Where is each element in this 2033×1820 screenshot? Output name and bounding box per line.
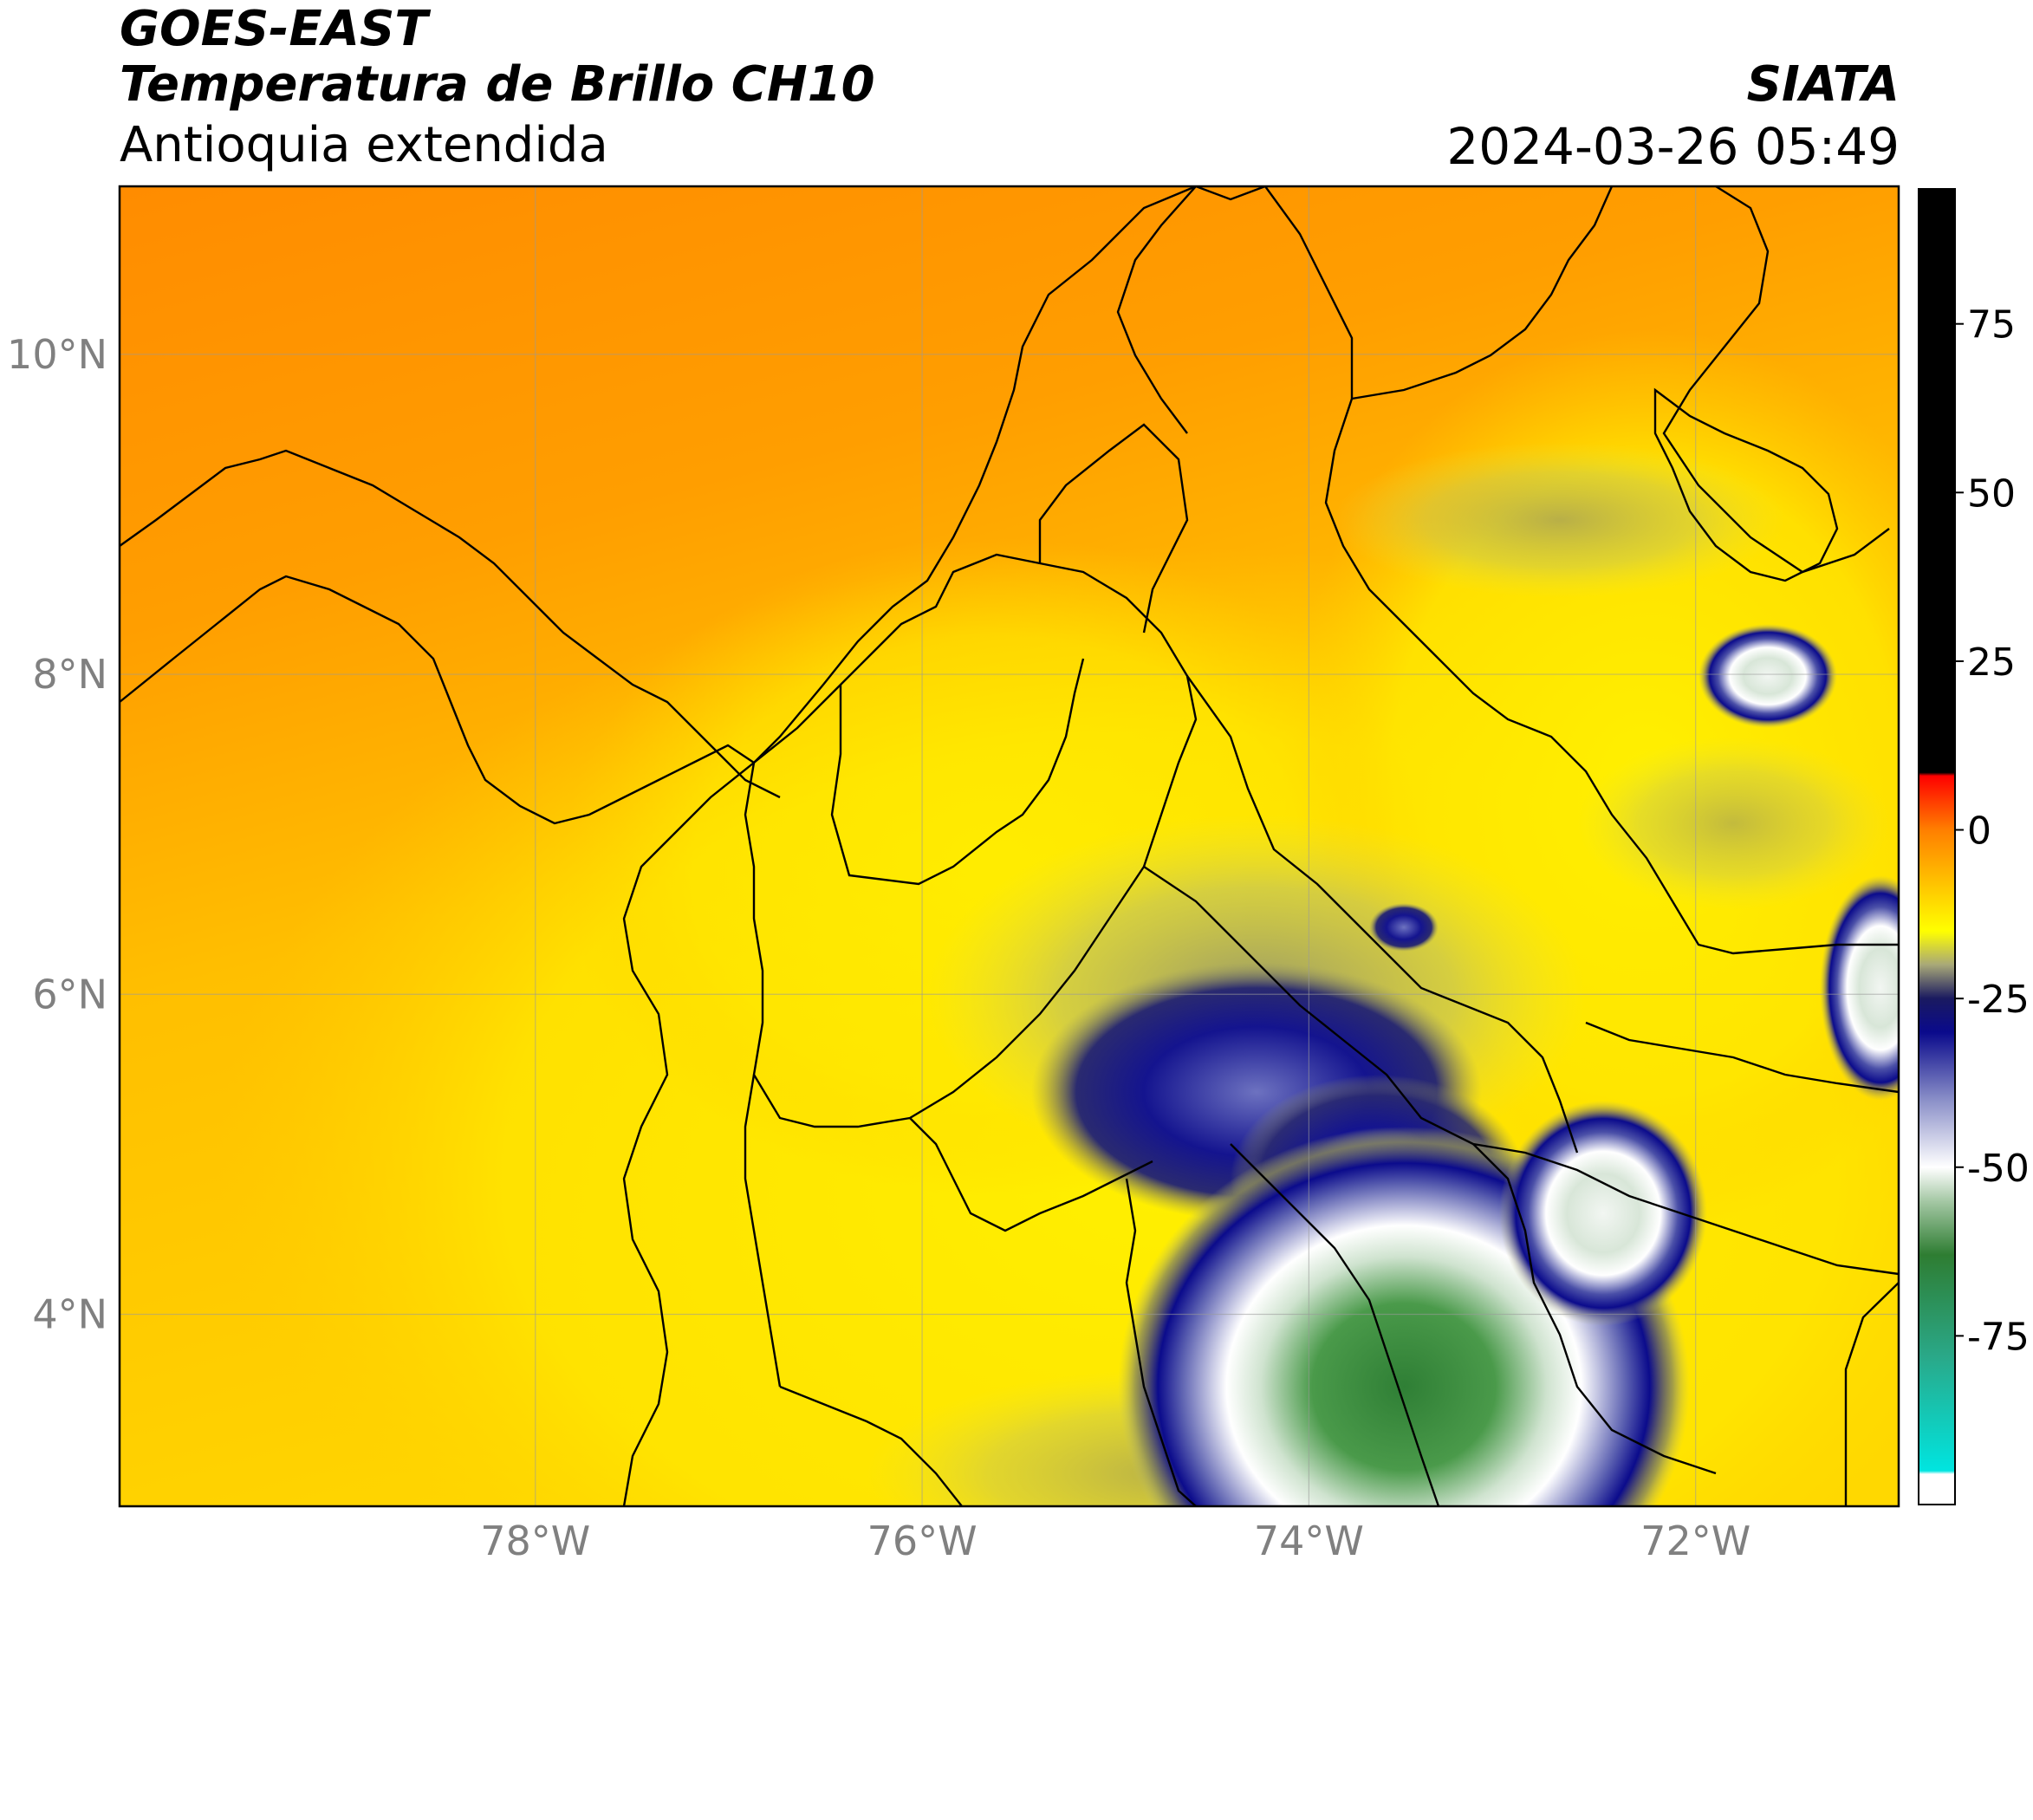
dept-magdalena: [1116, 186, 1197, 434]
agency-label: SIATA: [1746, 56, 1900, 113]
lat-tick-label: 4°N: [32, 1290, 107, 1337]
colorbar-gradient: [1919, 189, 1955, 1505]
product-title: Temperatura de Brillo CH10: [120, 56, 875, 113]
lat-tick-label: 10°N: [7, 331, 107, 378]
maracaibo-lake: [1653, 387, 1839, 582]
colorbar-tick-label: -25: [1967, 978, 2030, 1022]
region-subtitle: Antioquia extendida: [120, 117, 608, 173]
dept-cundinamarca: [1230, 1143, 1440, 1506]
latitude-ticks: 10°N 8°N 6°N 4°N: [7, 331, 107, 1338]
colorbar-tick-label: 50: [1967, 471, 2016, 516]
lat-tick-label: 8°N: [32, 651, 107, 698]
dept-arauca: [1585, 1021, 1899, 1094]
lon-tick-label: 78°W: [480, 1518, 590, 1564]
colorbar-tick-label: 75: [1967, 303, 2016, 348]
colorbar: 75 50 25 0 -25 -50 -75: [1918, 188, 2030, 1505]
caribbean-coast: [753, 186, 1197, 764]
colorbar-tick-label: 0: [1967, 809, 1991, 854]
lon-tick-label: 76°W: [867, 1518, 978, 1564]
colorbar-tick-label: -75: [1967, 1315, 2030, 1359]
map-frame: [118, 185, 1900, 1508]
dept-bolivar: [1038, 423, 1189, 634]
lon-tick-label: 74°W: [1254, 1518, 1364, 1564]
dept-santander: [1186, 675, 1579, 1154]
satellite-title: GOES-EAST: [120, 1, 428, 57]
map-raster: [120, 186, 1899, 1506]
dept-cesar: [1351, 186, 1614, 400]
dept-choco: [744, 1074, 782, 1388]
dept-caldas: [909, 1117, 1153, 1232]
dept-meta: [1472, 1142, 1899, 1276]
dept-cordoba: [830, 658, 1085, 886]
colorbar-frame: [1918, 188, 1956, 1505]
dept-valle: [779, 1385, 963, 1506]
longitude-ticks: 78°W 76°W 74°W 72°W: [480, 1518, 1750, 1564]
colorbar-tick-label: 25: [1967, 640, 2016, 685]
panama-south-coast: [120, 575, 755, 825]
lon-tick-label: 72°W: [1640, 1518, 1750, 1564]
lat-tick-label: 6°N: [32, 971, 107, 1017]
dept-vichada: [1844, 1282, 1899, 1506]
venezuela-border: [1264, 186, 1899, 955]
dept-tolima: [1125, 1178, 1197, 1506]
panama-coast: [120, 449, 781, 799]
boundaries: [120, 186, 1899, 1506]
colorbar-tick-label: -50: [1967, 1147, 2030, 1191]
gridlines: [120, 186, 1899, 1506]
datetime-label: 2024-03-26 05:49: [1446, 117, 1900, 176]
colombia-pacific-coast: [622, 762, 755, 1506]
guajira: [1195, 186, 1890, 574]
